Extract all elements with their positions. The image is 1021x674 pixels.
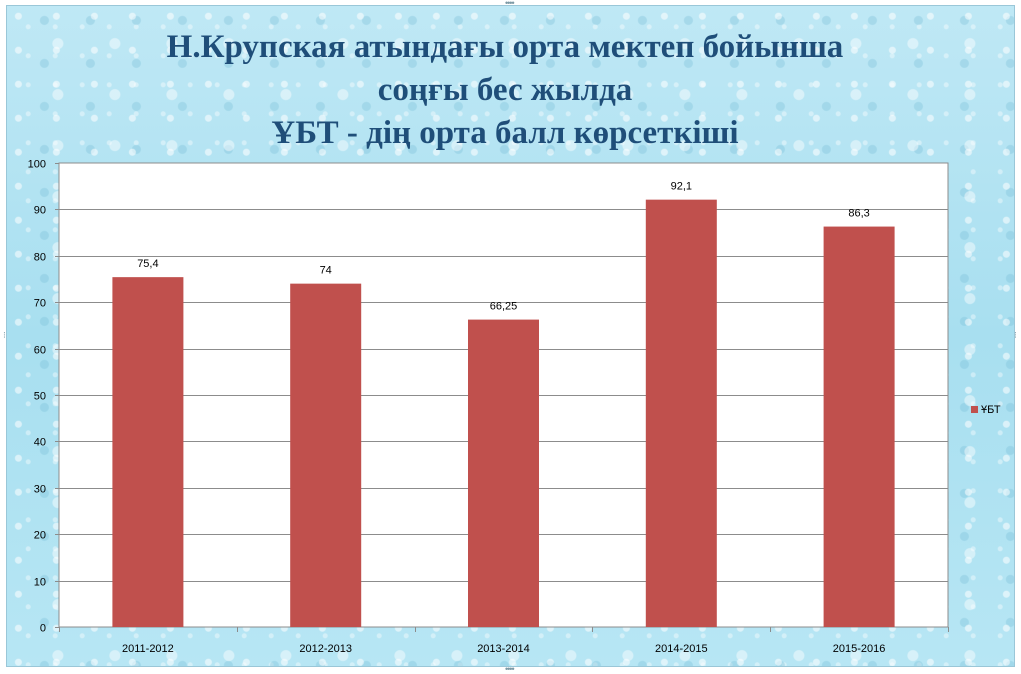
x-tick-label: 2015-2016 bbox=[833, 643, 886, 655]
bar-data-label: 92,1 bbox=[671, 181, 692, 193]
chart-title-line-3: ҰБТ - дің орта балл көрсеткіші bbox=[271, 115, 739, 151]
chart-title-line-1: Н.Крупская атындағы орта мектеп бойынша bbox=[166, 29, 844, 65]
legend-label: ҰБТ bbox=[981, 404, 1001, 416]
bar bbox=[468, 319, 539, 627]
resize-handle-top[interactable]: •••• bbox=[505, 0, 515, 8]
y-tick-label: 80 bbox=[34, 252, 46, 264]
bar-data-label: 74 bbox=[320, 265, 332, 277]
resize-handle-bottom[interactable]: •••• bbox=[505, 664, 515, 674]
y-tick-label: 50 bbox=[34, 391, 46, 403]
y-tick-label: 10 bbox=[34, 577, 46, 589]
bar bbox=[823, 226, 895, 627]
bar-data-label: 75,4 bbox=[137, 258, 158, 270]
x-tick-label: 2014-2015 bbox=[655, 643, 708, 655]
chart-title: Н.Крупская атындағы орта мектеп бойынша … bbox=[10, 26, 1000, 155]
bar-data-label: 86,3 bbox=[848, 208, 869, 220]
bar bbox=[290, 283, 362, 627]
y-tick-label: 0 bbox=[40, 623, 46, 635]
legend-swatch bbox=[971, 406, 978, 413]
y-tick-label: 70 bbox=[34, 298, 46, 310]
x-axis: 2011-2012 2012-2013 2013-2014 2014-2015 2015… bbox=[59, 627, 949, 655]
legend: ҰБТ bbox=[971, 404, 1001, 416]
y-tick-label: 100 bbox=[28, 159, 46, 171]
bar-data-label: 66,25 bbox=[490, 301, 518, 313]
x-tick-label: 2013-2014 bbox=[477, 643, 530, 655]
bars: 75,4 74 66,25 92,1 86,3 bbox=[112, 181, 895, 627]
y-tick-label: 60 bbox=[34, 345, 46, 357]
x-tick-label: 2011-2012 bbox=[122, 643, 174, 655]
y-tick-label: 90 bbox=[34, 205, 46, 217]
bar bbox=[645, 199, 717, 627]
resize-handle-left[interactable]: ⁝ bbox=[3, 330, 6, 340]
resize-handle-right[interactable]: ⁝ bbox=[1014, 330, 1017, 340]
y-tick-label: 30 bbox=[34, 484, 46, 496]
chart-title-line-2: соңғы бес жылда bbox=[377, 72, 633, 108]
bar bbox=[112, 277, 184, 627]
y-axis: 0 10 20 30 40 50 60 70 80 90 100 bbox=[28, 159, 59, 635]
x-tick-label: 2012-2013 bbox=[299, 643, 352, 655]
y-tick-label: 40 bbox=[34, 437, 46, 449]
y-tick-label: 20 bbox=[34, 530, 46, 542]
